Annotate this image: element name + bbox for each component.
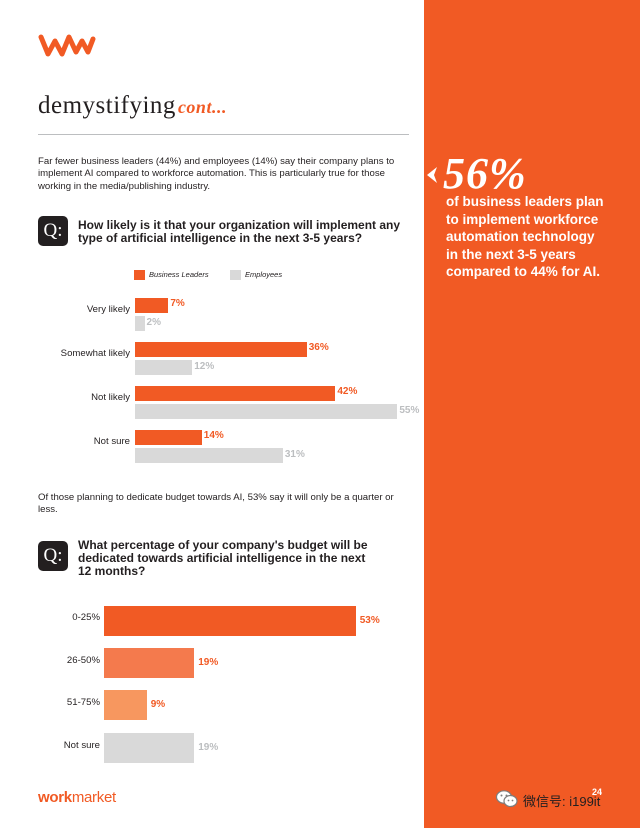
bar-budget-26-50 xyxy=(104,648,195,678)
value-label-business-leaders: 7% xyxy=(170,298,185,309)
wm-logo-icon xyxy=(38,34,96,57)
chart2-category-label: 0-25% xyxy=(72,612,100,623)
title-divider xyxy=(38,134,409,135)
question1-badge: Q: xyxy=(38,216,68,246)
bar-budget-51-75 xyxy=(104,690,147,720)
bar-business-leaders-somewhat-likely xyxy=(135,342,307,357)
legend-swatch-employees xyxy=(230,270,241,280)
bar-business-leaders-not-likely xyxy=(135,386,336,401)
bar-budget-not-sure xyxy=(104,733,195,763)
question2-text: What percentage of your company's budget… xyxy=(78,538,368,578)
chart2-category-label: 51-75% xyxy=(66,697,100,708)
value-label-employees: 31% xyxy=(284,449,305,460)
page-number: 24 xyxy=(592,787,603,797)
brand-light: market xyxy=(71,789,116,806)
value-label-budget: 9% xyxy=(150,699,166,710)
bar-employees-not-sure xyxy=(135,448,283,463)
value-label-business-leaders: 36% xyxy=(308,342,329,353)
mid-paragraph: Of those planning to dedicate budget tow… xyxy=(38,492,394,516)
value-label-employees: 55% xyxy=(399,405,420,416)
section-title-main: demystifying xyxy=(38,92,176,119)
sidebar-stat: 56% xyxy=(443,149,527,198)
workmarket-logo: workmarket xyxy=(38,789,116,806)
bar-employees-somewhat-likely xyxy=(135,360,193,375)
bar-business-leaders-very-likely xyxy=(135,298,169,313)
chart1-category-label: Very likely xyxy=(86,304,130,315)
legend-swatch-business-leaders xyxy=(134,270,145,280)
chevron-left-icon xyxy=(427,167,437,183)
wechat-icon xyxy=(496,790,518,808)
chart2-category-label: 26-50% xyxy=(66,655,100,666)
value-label-budget: 53% xyxy=(359,615,380,626)
question1-text: How likely is it that your organization … xyxy=(78,218,401,245)
highlight-sidebar xyxy=(424,0,640,828)
value-label-business-leaders: 14% xyxy=(203,430,224,441)
chart1-category-label: Not likely xyxy=(91,392,130,403)
sidebar-stat-text: of business leaders plan to implement wo… xyxy=(446,194,604,280)
value-label-business-leaders: 42% xyxy=(337,386,358,397)
watermark-text: 微信号: i199it xyxy=(523,794,601,809)
chart2-category-label: Not sure xyxy=(63,740,100,751)
chart1-category-label: Not sure xyxy=(93,436,130,447)
intro-paragraph: Far fewer business leaders (44%) and emp… xyxy=(38,156,395,192)
bar-budget-0-25 xyxy=(104,606,356,636)
section-title-cont: cont... xyxy=(177,97,227,117)
brand-bold: work xyxy=(38,789,72,806)
value-label-budget: 19% xyxy=(198,742,219,753)
value-label-employees: 12% xyxy=(194,361,215,372)
bar-employees-not-likely xyxy=(135,404,398,419)
question2-badge: Q: xyxy=(38,541,68,571)
section-title: demystifying cont... xyxy=(38,92,227,120)
bar-business-leaders-not-sure xyxy=(135,430,202,445)
value-label-budget: 19% xyxy=(198,657,219,668)
legend-label-employees: Employees xyxy=(245,270,283,279)
bar-employees-very-likely xyxy=(135,316,145,331)
legend-label-business-leaders: Business Leaders xyxy=(149,270,209,279)
chart1-category-label: Somewhat likely xyxy=(60,348,130,359)
value-label-employees: 2% xyxy=(146,317,161,328)
